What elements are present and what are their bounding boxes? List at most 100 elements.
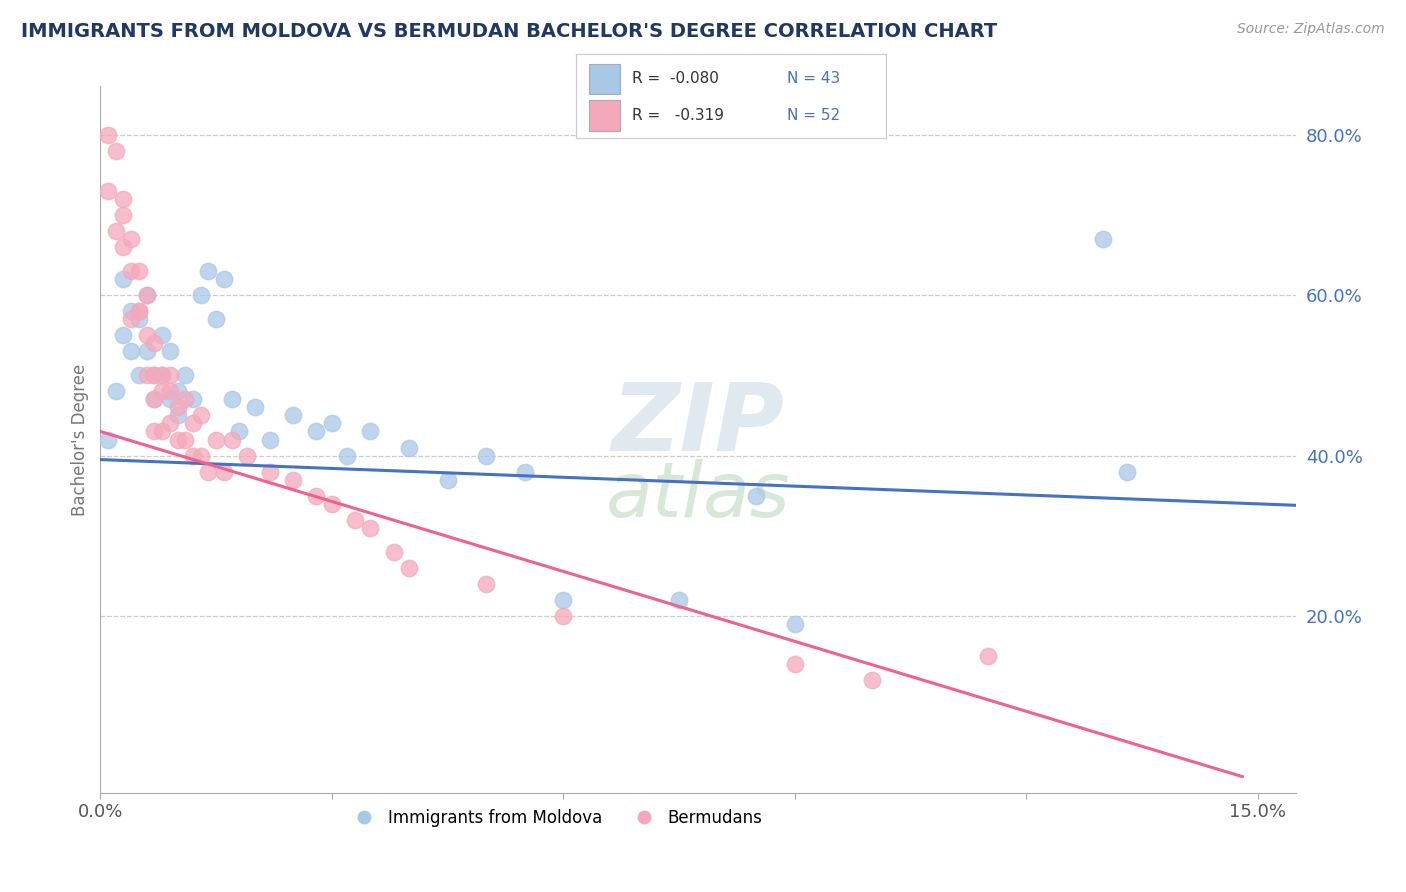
Point xyxy=(382,545,405,559)
Point xyxy=(190,449,212,463)
Point xyxy=(783,617,806,632)
Y-axis label: Bachelor's Degree: Bachelor's Degree xyxy=(72,363,89,516)
Point xyxy=(97,128,120,142)
Point xyxy=(359,425,381,439)
Point xyxy=(205,433,228,447)
Point xyxy=(128,264,150,278)
Point xyxy=(120,304,142,318)
Point xyxy=(135,288,157,302)
Point xyxy=(321,497,343,511)
Point xyxy=(228,425,250,439)
Point xyxy=(475,577,498,591)
Text: Source: ZipAtlas.com: Source: ZipAtlas.com xyxy=(1237,22,1385,37)
FancyBboxPatch shape xyxy=(589,63,620,95)
Point xyxy=(143,392,166,407)
Point xyxy=(120,264,142,278)
Point xyxy=(112,208,135,222)
Point xyxy=(783,657,806,672)
Point xyxy=(212,272,235,286)
Point xyxy=(976,649,998,664)
Point xyxy=(513,465,536,479)
Point xyxy=(112,240,135,254)
Point xyxy=(150,384,173,399)
Text: ZIP: ZIP xyxy=(612,379,785,471)
Point xyxy=(159,384,181,399)
Point xyxy=(197,465,219,479)
Point xyxy=(336,449,359,463)
Point xyxy=(236,449,259,463)
Point xyxy=(166,433,188,447)
Point xyxy=(135,328,157,343)
Point xyxy=(181,392,204,407)
Point xyxy=(398,561,420,575)
Point xyxy=(97,433,120,447)
Point xyxy=(190,288,212,302)
Point xyxy=(159,368,181,383)
Point xyxy=(259,465,281,479)
Text: R =  -0.080: R = -0.080 xyxy=(633,71,718,87)
Point xyxy=(283,473,305,487)
Point xyxy=(1092,232,1115,246)
Point xyxy=(343,513,366,527)
Point xyxy=(112,192,135,206)
Point xyxy=(128,312,150,326)
Point xyxy=(150,368,173,383)
Point xyxy=(143,392,166,407)
Point xyxy=(143,368,166,383)
Point xyxy=(359,521,381,535)
Point xyxy=(243,401,266,415)
Point xyxy=(259,433,281,447)
Point xyxy=(212,465,235,479)
Point xyxy=(97,184,120,198)
Point xyxy=(283,409,305,423)
Point xyxy=(159,417,181,431)
Text: IMMIGRANTS FROM MOLDOVA VS BERMUDAN BACHELOR'S DEGREE CORRELATION CHART: IMMIGRANTS FROM MOLDOVA VS BERMUDAN BACH… xyxy=(21,22,997,41)
Point xyxy=(1115,465,1137,479)
Point xyxy=(668,593,690,607)
Point xyxy=(143,425,166,439)
Point xyxy=(128,304,150,318)
Point xyxy=(159,344,181,359)
Text: R =   -0.319: R = -0.319 xyxy=(633,108,724,123)
Point xyxy=(104,384,127,399)
Point xyxy=(150,425,173,439)
Point xyxy=(150,368,173,383)
Point xyxy=(150,328,173,343)
Point xyxy=(135,344,157,359)
Point xyxy=(135,288,157,302)
Point xyxy=(190,409,212,423)
Point xyxy=(553,609,575,624)
Point xyxy=(112,328,135,343)
Point xyxy=(135,368,157,383)
Point xyxy=(104,224,127,238)
Point xyxy=(174,368,197,383)
Point xyxy=(166,384,188,399)
Point xyxy=(166,409,188,423)
Point xyxy=(745,489,768,503)
Point xyxy=(305,489,328,503)
Point xyxy=(181,449,204,463)
Text: atlas: atlas xyxy=(606,459,790,533)
FancyBboxPatch shape xyxy=(589,100,620,130)
Point xyxy=(398,441,420,455)
Point xyxy=(305,425,328,439)
Point xyxy=(221,392,243,407)
Point xyxy=(120,344,142,359)
Point xyxy=(436,473,458,487)
Point xyxy=(112,272,135,286)
Point xyxy=(128,304,150,318)
Point xyxy=(159,392,181,407)
Point xyxy=(166,401,188,415)
Point xyxy=(120,232,142,246)
Point xyxy=(321,417,343,431)
Point xyxy=(104,144,127,158)
Point xyxy=(174,392,197,407)
Point xyxy=(120,312,142,326)
Point xyxy=(221,433,243,447)
Point xyxy=(860,673,883,688)
Point xyxy=(143,336,166,351)
Point xyxy=(181,417,204,431)
Point xyxy=(475,449,498,463)
Point xyxy=(128,368,150,383)
Point xyxy=(205,312,228,326)
